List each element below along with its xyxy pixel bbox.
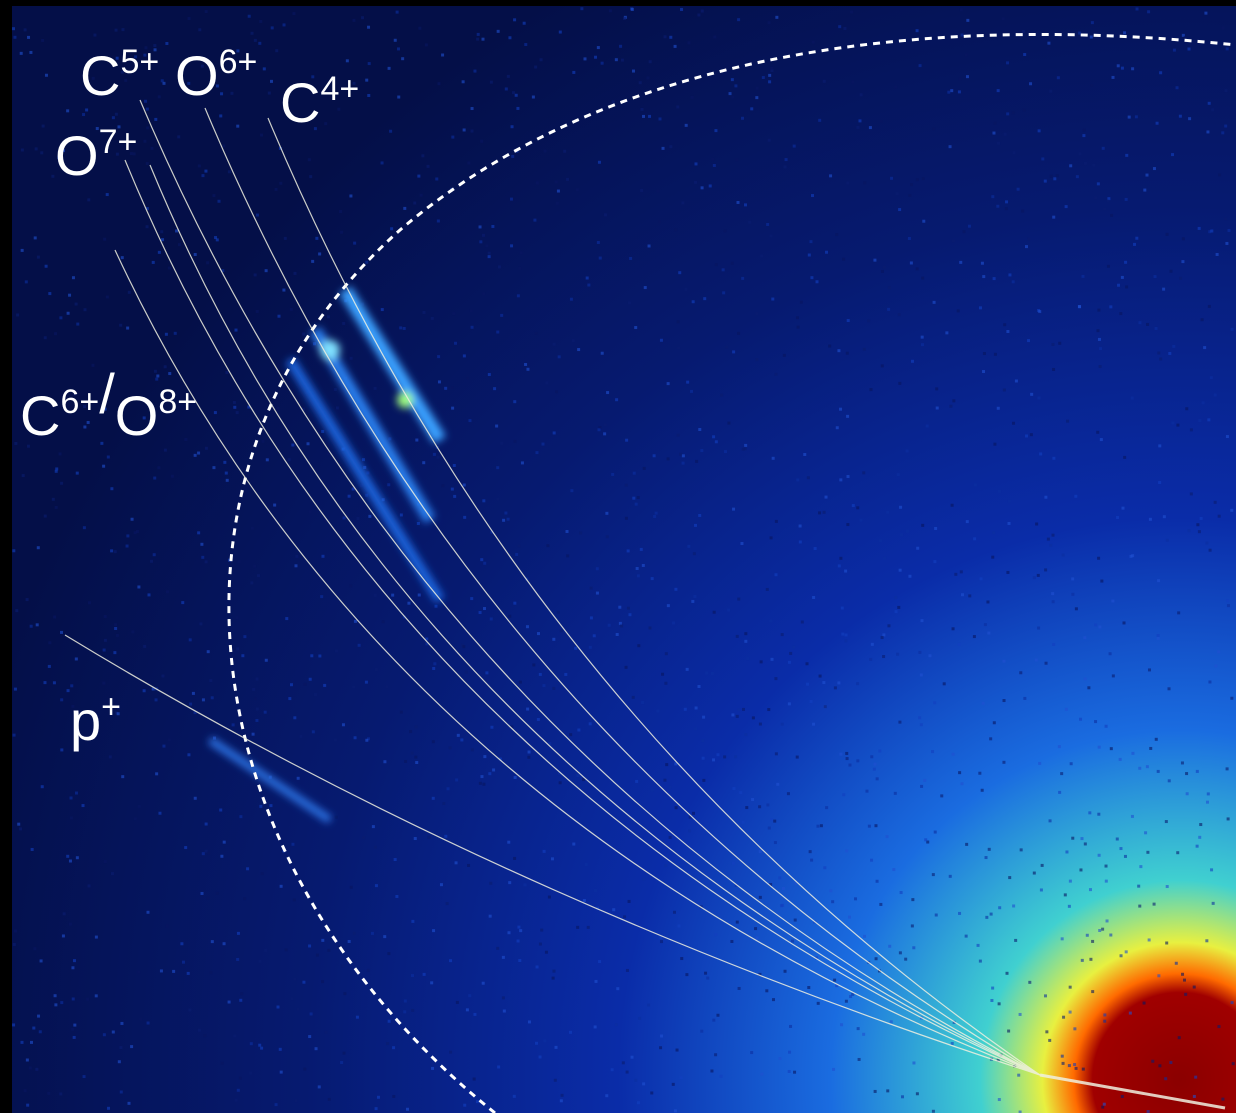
ion-label: C6+/O8+: [20, 362, 197, 447]
element: C: [20, 384, 60, 447]
parabola-traces: [64, 99, 1226, 1110]
element: O: [175, 44, 219, 107]
noise: [12, 7, 1235, 1113]
element: O: [55, 124, 99, 187]
charge: +: [101, 688, 121, 726]
charge: 5+: [120, 43, 159, 81]
ion-labels: C5+ O6+C4+O7+C6+/O8+p+: [20, 43, 359, 752]
charge: 6+: [219, 43, 258, 81]
background: [12, 6, 1236, 1113]
acceptance-circle: [227, 32, 1236, 1113]
ion-label: O6+: [175, 43, 257, 107]
ion-label: C4+: [280, 70, 359, 134]
element: O: [115, 384, 159, 447]
element: C: [80, 44, 120, 107]
element: p: [70, 689, 101, 752]
separator: /: [99, 362, 115, 425]
ion-label: p+: [70, 688, 121, 752]
charge: 6+: [60, 383, 99, 421]
ion-label: C5+: [80, 43, 159, 107]
element: C: [280, 71, 320, 134]
charge: 7+: [99, 123, 138, 161]
charge: 8+: [158, 383, 197, 421]
charge: 4+: [320, 70, 359, 108]
ion-label: O7+: [55, 123, 137, 187]
